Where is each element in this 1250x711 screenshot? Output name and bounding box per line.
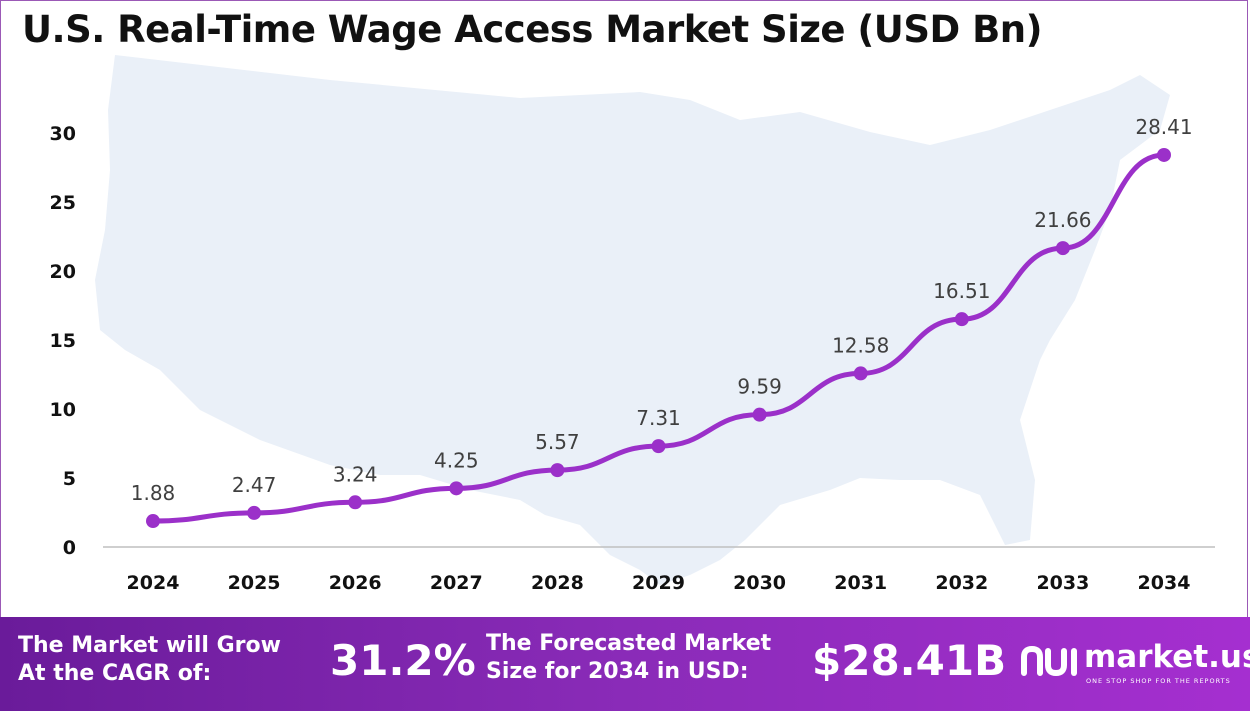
brand-tagline: ONE STOP SHOP FOR THE REPORTS — [1086, 677, 1231, 685]
data-point — [1055, 241, 1070, 256]
data-point — [348, 495, 363, 510]
data-label: 21.66 — [1034, 208, 1091, 232]
x-tick-label: 2025 — [228, 572, 281, 594]
forecast-value: $28.41B — [812, 636, 1007, 685]
data-point — [651, 439, 666, 454]
x-tick-label: 2029 — [632, 572, 685, 594]
data-label: 1.88 — [131, 481, 176, 505]
chart-title: U.S. Real-Time Wage Access Market Size (… — [22, 8, 1043, 51]
y-tick-label: 30 — [50, 123, 76, 145]
data-label: 9.59 — [737, 375, 782, 399]
cagr-value: 31.2% — [330, 636, 476, 685]
data-label: 2.47 — [232, 473, 277, 497]
y-tick-label: 20 — [50, 261, 76, 283]
forecast-label-line2: Size for 2034 in USD: — [486, 659, 749, 684]
x-tick-label: 2026 — [329, 572, 382, 594]
y-tick-label: 0 — [63, 537, 76, 559]
cagr-label-line2: At the CAGR of: — [18, 661, 212, 686]
y-tick-label: 10 — [50, 399, 76, 421]
y-tick-label: 5 — [63, 468, 76, 490]
data-point — [550, 463, 565, 478]
forecast-label-line1: The Forecasted Market — [486, 631, 772, 656]
data-point — [449, 481, 464, 496]
data-point — [1157, 147, 1171, 162]
brand-name: market.us — [1084, 639, 1250, 675]
series-line — [150, 152, 1167, 524]
x-tick-label: 2030 — [733, 572, 786, 594]
x-tick-label: 2028 — [531, 572, 584, 594]
y-tick-label: 25 — [50, 192, 76, 214]
us-map-background — [95, 55, 1170, 585]
data-point — [247, 505, 262, 520]
data-point — [146, 514, 160, 529]
footer-banner: The Market will Grow At the CAGR of: 31.… — [0, 617, 1250, 711]
data-label: 4.25 — [434, 448, 479, 472]
x-tick-label: 2032 — [935, 572, 988, 594]
data-label: 28.41 — [1135, 115, 1192, 139]
data-point — [954, 312, 969, 327]
data-point — [752, 407, 767, 422]
x-tick-label: 2033 — [1036, 572, 1089, 594]
data-label: 5.57 — [535, 430, 580, 454]
data-label: 16.51 — [933, 279, 990, 303]
market-us-logo-icon — [1021, 645, 1077, 677]
data-label: 3.24 — [333, 462, 378, 486]
forecast-label: The Forecasted Market Size for 2034 in U… — [486, 630, 771, 686]
data-label: 12.58 — [832, 333, 889, 357]
x-tick-label: 2024 — [127, 572, 180, 594]
cagr-label: The Market will Grow At the CAGR of: — [18, 632, 281, 688]
data-label: 7.31 — [636, 406, 681, 430]
data-point — [853, 366, 868, 381]
brand-logo: market.us ONE STOP SHOP FOR THE REPORTS — [1020, 637, 1250, 697]
x-tick-label: 2031 — [834, 572, 887, 594]
x-tick-label: 2034 — [1138, 572, 1191, 594]
cagr-label-line1: The Market will Grow — [18, 633, 281, 658]
y-tick-label: 15 — [50, 330, 76, 352]
x-tick-label: 2027 — [430, 572, 483, 594]
